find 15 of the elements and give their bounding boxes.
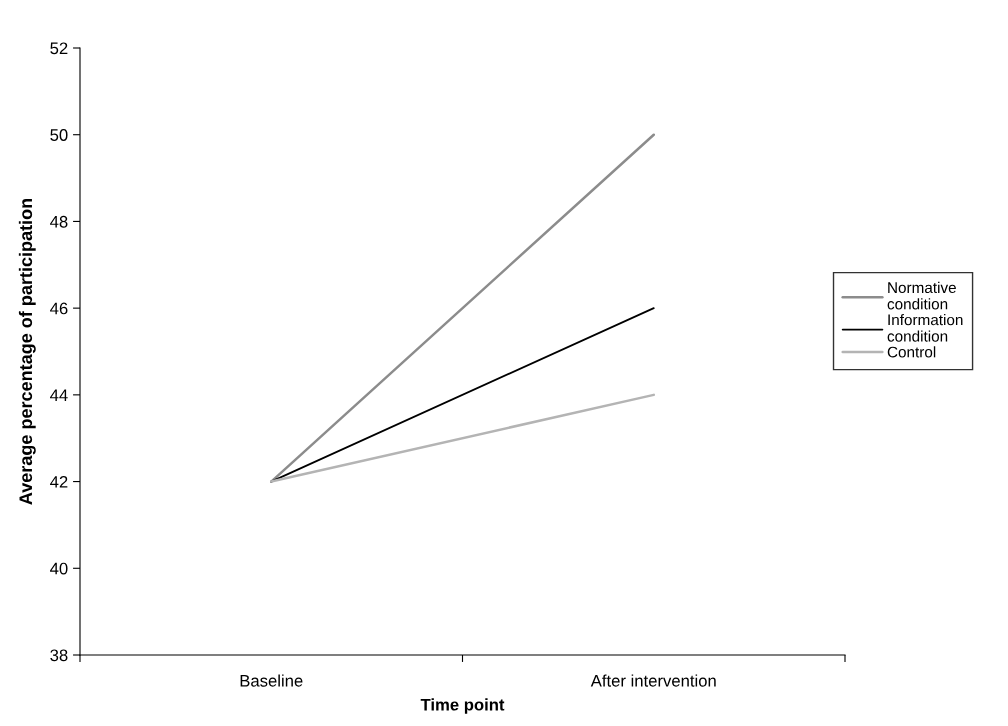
y-tick-label: 40: [50, 562, 68, 575]
y-axis-title: Average percentage of participation: [18, 198, 36, 505]
y-tick-label: 38: [50, 649, 68, 662]
y-tick-label: 44: [50, 389, 68, 401]
y-tick-label: 42: [50, 475, 68, 488]
y-tick-label: 52: [50, 42, 68, 55]
legend-label: Normative condition: [887, 281, 956, 310]
x-tick-label: After intervention: [590, 674, 716, 687]
y-tick-label: 46: [50, 302, 68, 315]
legend-label: Information condition: [887, 314, 963, 342]
legend-label: Control: [887, 346, 936, 358]
x-axis-title: Time point: [420, 698, 505, 714]
y-tick-label: 48: [50, 215, 68, 228]
y-tick-label: 50: [50, 129, 68, 141]
x-tick-label: Baseline: [240, 674, 303, 687]
